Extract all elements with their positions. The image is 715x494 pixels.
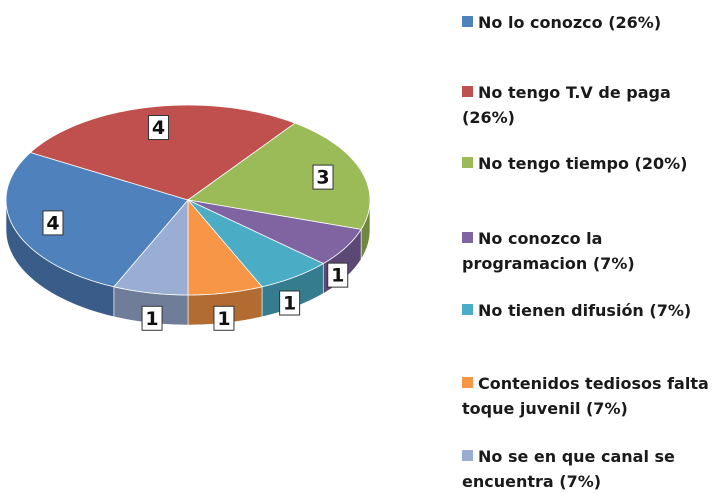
data-label: 4 bbox=[46, 212, 59, 234]
legend-swatch bbox=[462, 232, 473, 243]
data-label: 1 bbox=[217, 308, 230, 330]
legend-swatch bbox=[462, 450, 473, 461]
legend-item: No tienen difusión (7%) bbox=[462, 298, 712, 323]
slice bbox=[187, 199, 362, 265]
chart: 4 4 3 1 1 1 1 bbox=[5, 104, 371, 331]
legend-label: No tienen difusión (7%) bbox=[478, 301, 692, 320]
data-label: 1 bbox=[145, 308, 158, 330]
legend-swatch bbox=[462, 157, 473, 168]
data-label-box bbox=[327, 262, 349, 288]
legend-item: No tengo T.V de paga (26%) bbox=[462, 80, 712, 130]
data-label: 1 bbox=[283, 293, 296, 315]
data-label-box bbox=[42, 210, 64, 236]
data-label-box bbox=[141, 305, 163, 331]
data-label: 1 bbox=[331, 265, 344, 287]
legend-label: No tengo tiempo (20%) bbox=[478, 154, 688, 173]
slice bbox=[113, 198, 189, 296]
legend-swatch bbox=[462, 377, 473, 388]
legend-label: No lo conozco (26%) bbox=[478, 13, 662, 32]
slice bbox=[187, 199, 325, 288]
data-label: 3 bbox=[316, 167, 329, 189]
data-label-box bbox=[147, 115, 169, 141]
data-label-box bbox=[213, 305, 235, 331]
legend-item: No lo conozco (26%) bbox=[462, 10, 712, 35]
slice bbox=[29, 104, 296, 201]
legend-label: No conozco la programacion (7%) bbox=[462, 229, 635, 273]
data-label: 4 bbox=[152, 117, 165, 139]
slice bbox=[186, 122, 371, 230]
legend-swatch bbox=[462, 304, 473, 315]
legend-item: No conozco la programacion (7%) bbox=[462, 226, 712, 276]
legend-label: No tengo T.V de paga (26%) bbox=[462, 83, 671, 127]
legend-label: Contenidos tediosos falta toque juvenil … bbox=[462, 374, 709, 418]
data-label-box bbox=[312, 164, 334, 190]
slice bbox=[187, 198, 263, 296]
legend-item: No tengo tiempo (20%) bbox=[462, 151, 712, 176]
data-label-box bbox=[279, 290, 301, 316]
legend-item: Contenidos tediosos falta toque juvenil … bbox=[462, 371, 712, 421]
legend-swatch bbox=[462, 16, 473, 27]
legend-label: No se en que canal se encuentra (7%) bbox=[462, 447, 675, 491]
legend-item: No se en que canal se encuentra (7%) bbox=[462, 444, 712, 494]
legend-swatch bbox=[462, 86, 473, 97]
